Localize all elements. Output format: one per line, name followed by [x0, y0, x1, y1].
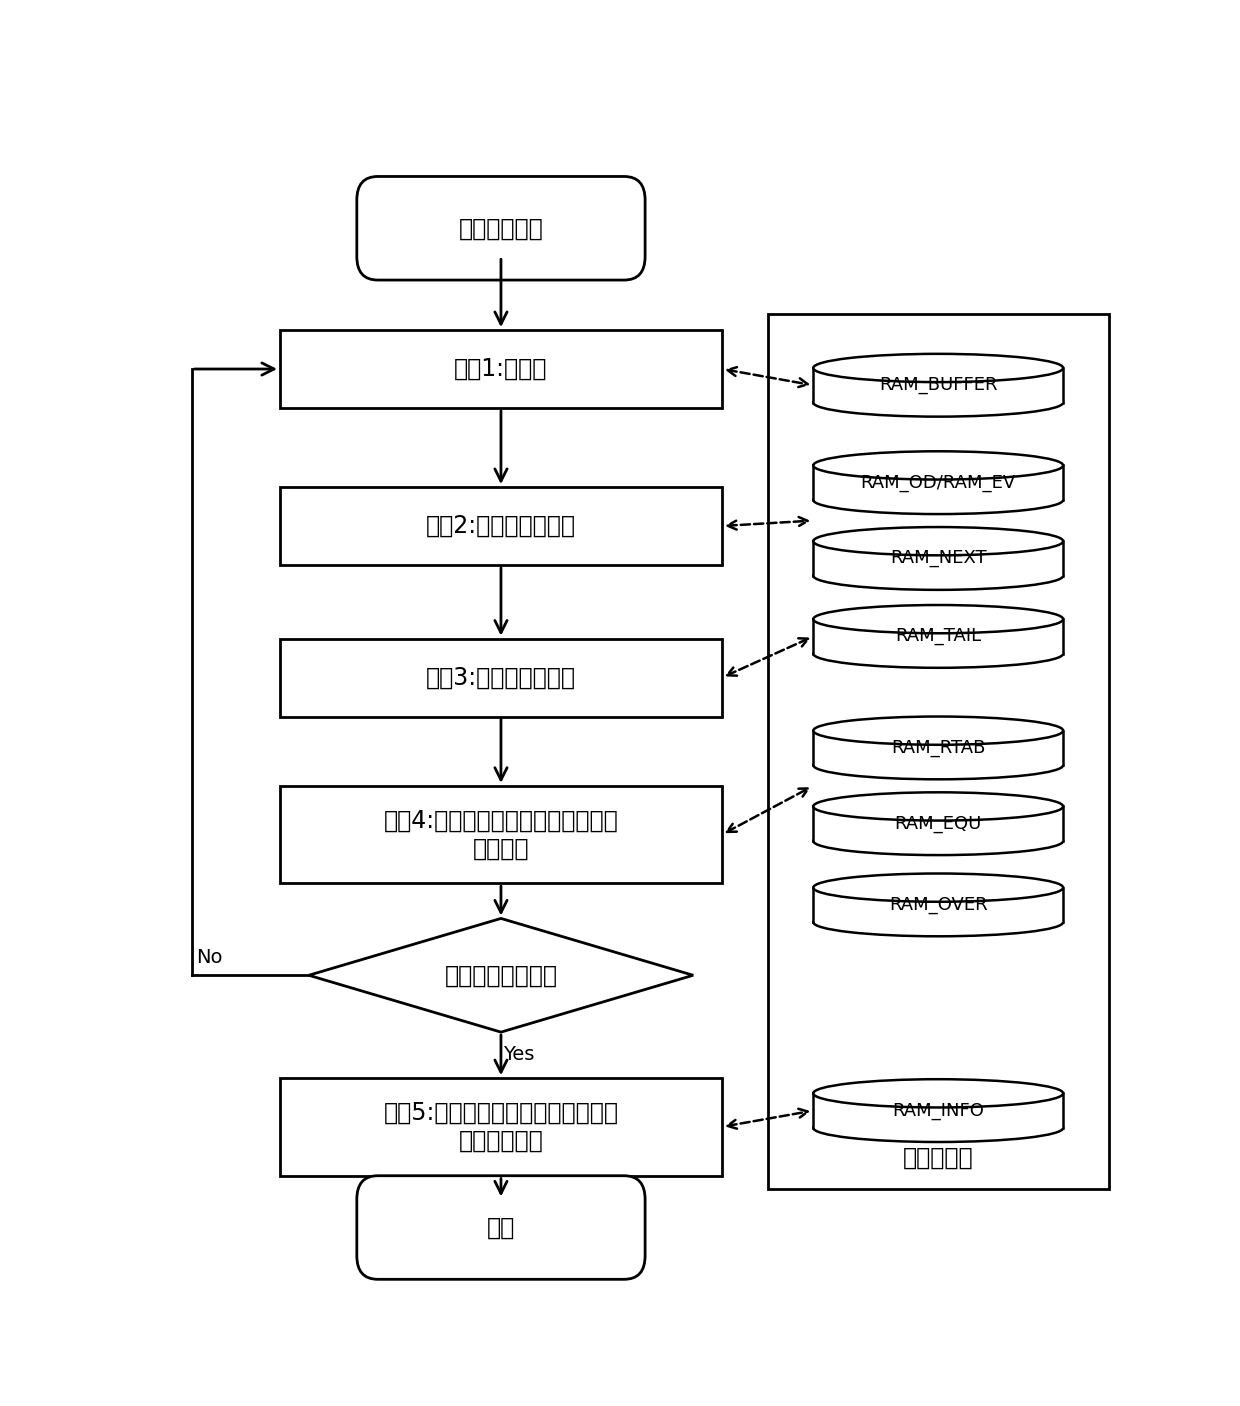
Bar	[768, 314, 1110, 1188]
Text: 步骤2:更新等价游程表: 步骤2:更新等价游程表	[427, 515, 575, 538]
Bar	[813, 873, 1063, 922]
Text: 步骤3:检测结束连通域: 步骤3:检测结束连通域	[427, 665, 575, 689]
Bar	[813, 717, 1063, 765]
Bar	[813, 605, 1063, 654]
Bar	[813, 465, 1063, 501]
FancyBboxPatch shape	[357, 177, 645, 280]
Ellipse shape	[813, 717, 1063, 745]
Ellipse shape	[813, 793, 1063, 821]
Text: 步骤4:将已结束连通域游程信息写入
外存储器: 步骤4:将已结束连通域游程信息写入 外存储器	[383, 808, 619, 860]
Text: RAM_RTAB: RAM_RTAB	[892, 740, 986, 756]
Text: RAM_EQU: RAM_EQU	[894, 814, 982, 832]
Text: RAM_OVER: RAM_OVER	[889, 896, 987, 914]
Text: RAM_OD/RAM_EV: RAM_OD/RAM_EV	[861, 474, 1016, 492]
Text: RAM_INFO: RAM_INFO	[893, 1101, 985, 1119]
Text: 输入二值图像: 输入二值图像	[459, 217, 543, 240]
Bar	[813, 354, 1063, 402]
Ellipse shape	[813, 640, 1063, 668]
Bar	[813, 451, 1063, 501]
Text: 当前行为最后一行: 当前行为最后一行	[444, 963, 558, 987]
Text: Yes: Yes	[502, 1045, 534, 1064]
Bar	[280, 786, 722, 883]
Bar	[813, 731, 1063, 765]
Ellipse shape	[813, 527, 1063, 555]
Bar	[813, 619, 1063, 654]
Bar	[280, 1078, 722, 1175]
Ellipse shape	[813, 1114, 1063, 1142]
Ellipse shape	[813, 908, 1063, 936]
Bar	[280, 486, 722, 565]
Bar	[280, 638, 722, 717]
Text: 步骤5:最后一行及缓冲区内所有游程
写入外存储器: 步骤5:最后一行及缓冲区内所有游程 写入外存储器	[383, 1101, 619, 1153]
Ellipse shape	[813, 354, 1063, 382]
Text: No: No	[196, 948, 223, 966]
Ellipse shape	[813, 1080, 1063, 1108]
Bar	[813, 527, 1063, 575]
Polygon shape	[309, 918, 693, 1032]
Text: RAM_TAIL: RAM_TAIL	[895, 627, 981, 645]
Bar	[813, 793, 1063, 841]
Text: 片上存储器: 片上存储器	[903, 1146, 973, 1170]
Bar	[813, 887, 1063, 922]
Ellipse shape	[813, 751, 1063, 779]
Bar	[813, 807, 1063, 841]
Ellipse shape	[813, 451, 1063, 479]
Bar	[813, 541, 1063, 575]
Bar	[813, 1094, 1063, 1128]
Ellipse shape	[813, 605, 1063, 633]
Text: RAM_NEXT: RAM_NEXT	[890, 550, 987, 568]
Ellipse shape	[813, 561, 1063, 591]
Text: 结束: 结束	[487, 1216, 515, 1240]
Bar	[280, 330, 722, 408]
Ellipse shape	[813, 388, 1063, 416]
Text: RAM_BUFFER: RAM_BUFFER	[879, 377, 997, 394]
Text: 步骤1:行扫描: 步骤1:行扫描	[454, 357, 548, 381]
Bar	[813, 368, 1063, 402]
FancyBboxPatch shape	[357, 1175, 645, 1279]
Ellipse shape	[813, 873, 1063, 901]
Bar	[813, 1080, 1063, 1128]
Ellipse shape	[813, 827, 1063, 855]
Ellipse shape	[813, 486, 1063, 515]
